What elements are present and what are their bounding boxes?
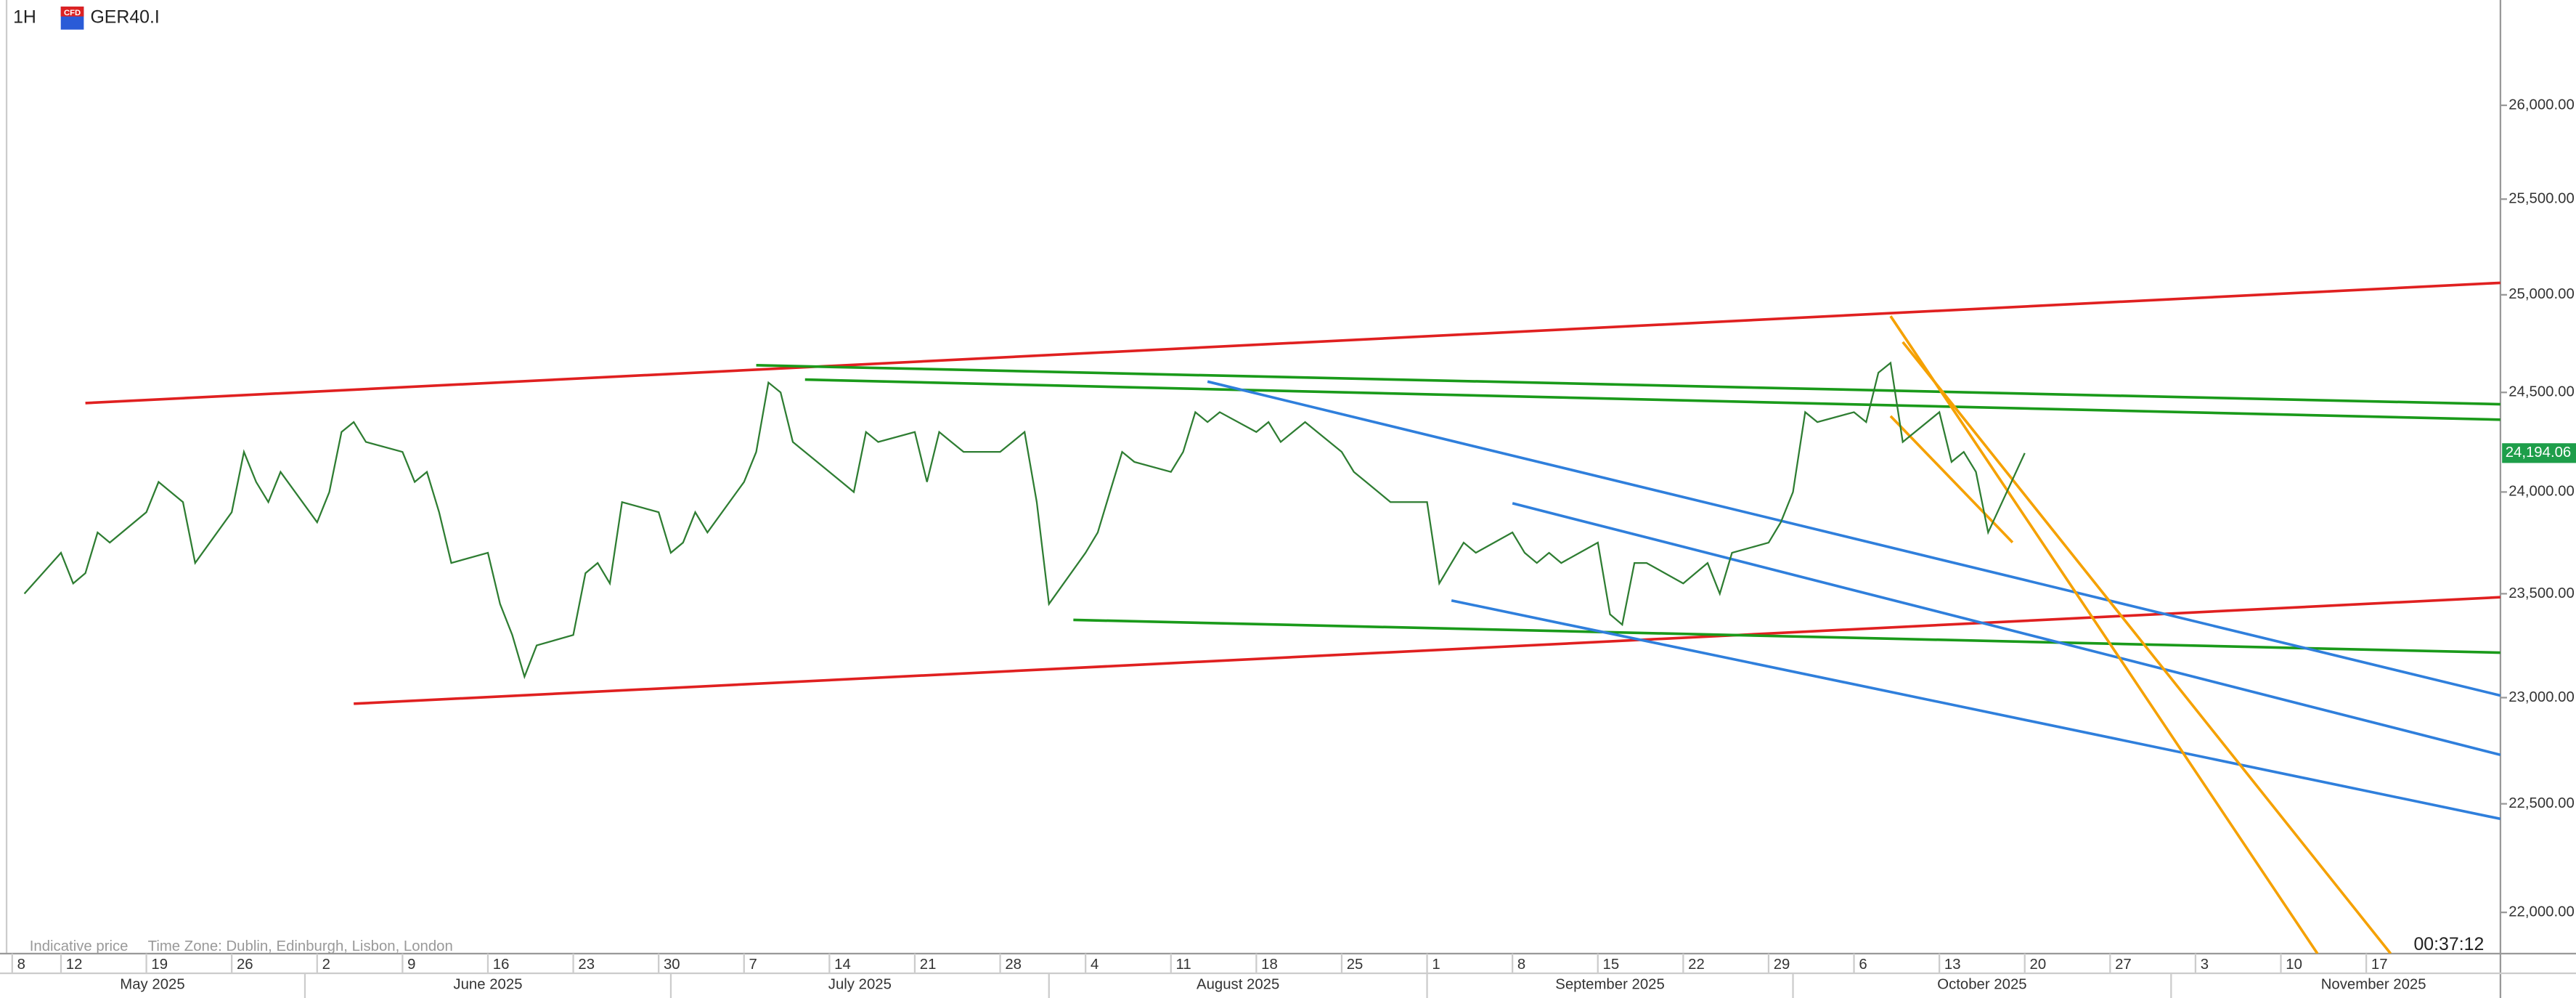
x-tick-label: 1 [1432, 957, 1440, 973]
x-tick-label: 25 [1347, 957, 1364, 973]
price-note: Indicative price [30, 938, 129, 954]
month-label: August 2025 [1197, 976, 1279, 992]
x-tick-label: 6 [1859, 957, 1867, 973]
x-tick-label: 14 [834, 957, 851, 973]
x-tick-label: 30 [664, 957, 680, 973]
y-tick-label: 24,500.00 [2508, 384, 2575, 400]
month-label: November 2025 [2321, 976, 2426, 992]
trend-line [756, 364, 2500, 406]
trend-line [1207, 380, 2500, 697]
y-tick-label: 25,500.00 [2508, 191, 2575, 207]
icon-label: CFD [64, 9, 81, 17]
x-tick-label: 8 [1517, 957, 1525, 973]
last-price-label: 24,194.06 [2506, 445, 2572, 461]
trend-line [1889, 415, 2014, 543]
timezone: Time Zone: Dublin, Edinburgh, Lisbon, Lo… [148, 938, 453, 954]
x-tick-label: 3 [2201, 957, 2209, 973]
countdown: 00:37:12 [2413, 934, 2484, 954]
month-label: May 2025 [120, 976, 184, 992]
x-tick-label: 19 [151, 957, 168, 973]
month-label: September 2025 [1555, 976, 1665, 992]
last-price-tag [2502, 443, 2576, 463]
y-tick-label: 22,500.00 [2508, 795, 2575, 811]
x-tick-label: 2 [322, 957, 330, 973]
month-label: October 2025 [1937, 976, 2026, 992]
trend-line [804, 378, 2500, 421]
y-tick-label: 25,000.00 [2508, 286, 2575, 302]
symbol-icon-top [60, 7, 84, 17]
plot-area [23, 281, 2500, 954]
x-tick-label: 10 [2286, 957, 2302, 973]
x-tick-label: 22 [1688, 957, 1705, 973]
x-tick-label: 16 [493, 957, 510, 973]
x-tick-label: 21 [920, 957, 937, 973]
month-label: June 2025 [453, 976, 522, 992]
x-tick-label: 28 [1005, 957, 1022, 973]
y-tick-label: 23,500.00 [2508, 585, 2575, 601]
x-tick-label: 17 [2371, 957, 2388, 973]
x-tick-label: 9 [407, 957, 415, 973]
y-tick-label: 26,000.00 [2508, 97, 2575, 113]
x-tick-label: 4 [1091, 957, 1099, 973]
trend-line [354, 596, 2500, 705]
trend-line [1889, 315, 2319, 954]
y-tick-label: 22,000.00 [2508, 904, 2575, 920]
x-tick-label: 27 [2115, 957, 2132, 973]
timeframe[interactable]: 1H [13, 7, 36, 27]
x-tick-label: 20 [2030, 957, 2047, 973]
month-label: July 2025 [828, 976, 892, 992]
price-line [23, 361, 2026, 680]
x-tick-label: 18 [1261, 957, 1278, 973]
symbol[interactable]: GER40.I [90, 7, 159, 27]
x-tick-label: 7 [749, 957, 757, 973]
trend-line [85, 281, 2500, 405]
trend-line [1512, 502, 2500, 757]
trend-line [1451, 599, 2500, 821]
x-tick-label: 23 [578, 957, 595, 973]
x-tick-label: 13 [1944, 957, 1961, 973]
y-tick-label: 23,000.00 [2508, 689, 2575, 705]
y-tick-label: 24,000.00 [2508, 484, 2575, 500]
x-tick-label: 26 [237, 957, 253, 973]
x-tick-label: 29 [1774, 957, 1790, 973]
x-tick-label: 8 [17, 957, 25, 973]
x-tick-label: 12 [66, 957, 83, 973]
trend-line [1902, 341, 2392, 954]
trend-line [1073, 618, 2500, 654]
x-tick-label: 15 [1603, 957, 1620, 973]
x-tick-label: 11 [1176, 957, 1191, 973]
